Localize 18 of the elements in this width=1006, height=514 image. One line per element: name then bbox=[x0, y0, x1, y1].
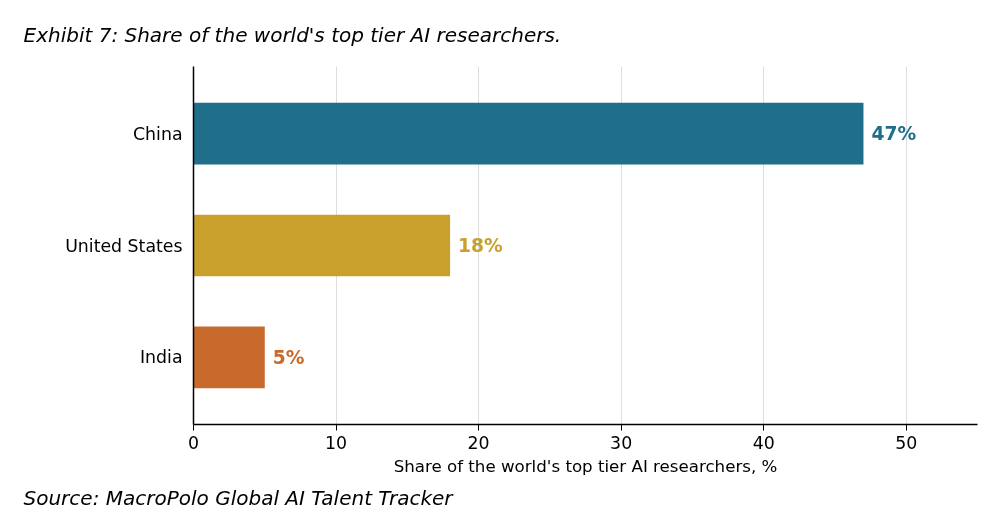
y-tick-label: United States bbox=[65, 235, 183, 256]
x-tick-label: 50 bbox=[895, 432, 918, 453]
x-tick-label: 20 bbox=[467, 432, 490, 453]
y-tick-label: India bbox=[139, 347, 183, 368]
x-tick-label: 30 bbox=[610, 432, 633, 453]
x-axis-title: Share of the world's top tier AI researchers, % bbox=[393, 456, 778, 476]
source-note: Source: MacroPolo Global AI Talent Tracker bbox=[23, 485, 455, 510]
bar bbox=[193, 102, 864, 165]
x-tick-label: 0 bbox=[187, 432, 200, 453]
bar bbox=[193, 326, 265, 389]
bar bbox=[193, 214, 451, 277]
x-tick-label: 40 bbox=[752, 432, 775, 453]
data-label: 5% bbox=[272, 346, 305, 368]
data-label: 18% bbox=[458, 235, 504, 256]
data-label: 47% bbox=[871, 123, 917, 145]
x-tick-label: 10 bbox=[325, 432, 348, 453]
chart-title: Exhibit 7: Share of the world's top tier AI researchers. bbox=[23, 22, 562, 47]
y-tick-label: China bbox=[133, 123, 183, 144]
